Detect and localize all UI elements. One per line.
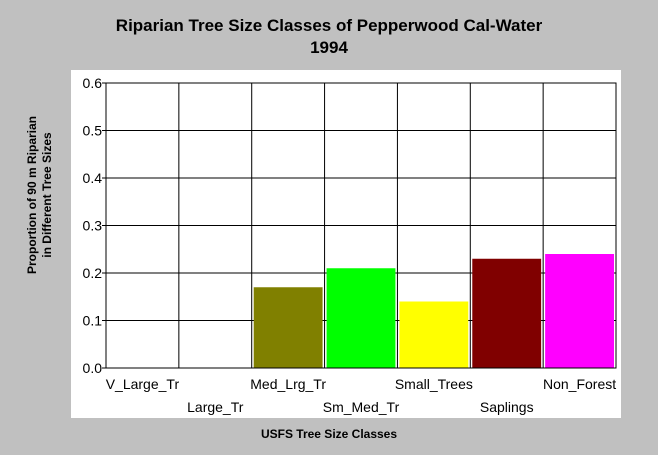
bar (545, 254, 614, 368)
x-tick-label: Large_Tr (187, 399, 244, 415)
y-tick-label: 0.4 (83, 170, 103, 186)
chart-title-line-1: Riparian Tree Size Classes of Pepperwood… (115, 16, 543, 35)
x-tick-label: Sm_Med_Tr (323, 399, 400, 415)
x-axis-label: USFS Tree Size Classes (260, 427, 398, 441)
y-axis-label: Proportion of 90 m Riparian in Different… (25, 116, 55, 274)
x-tick-label: Non_Forest (543, 376, 616, 392)
x-tick-label: Saplings (480, 399, 534, 415)
y-tick-label: 0.6 (83, 75, 103, 91)
plot-frame (105, 82, 617, 369)
y-axis-label-line-1: Proportion of 90 m Riparian (25, 115, 39, 275)
bar (253, 287, 323, 368)
y-tick-label: 0.2 (83, 265, 103, 281)
bar (472, 258, 542, 368)
y-tick-label: 0.3 (83, 218, 103, 234)
plot-panel: 0.0 0.1 0.2 0.3 0.4 0.5 0.6 V_Large_Tr Large_Tr M… (71, 70, 621, 418)
x-tick-label: V_Large_Tr (106, 376, 180, 392)
y-axis-label-line-2: in Different Tree Sizes (40, 132, 54, 258)
y-tick-label: 0.1 (83, 313, 103, 329)
y-tick-label: 0.0 (83, 360, 103, 376)
y-tick-label: 0.5 (83, 123, 103, 139)
bar-chart: 0.0 0.1 0.2 0.3 0.4 0.5 0.6 V_Large_Tr Large_Tr M… (83, 75, 617, 415)
bar (326, 268, 396, 368)
bar (399, 301, 469, 368)
x-tick-label: Small_Trees (395, 376, 473, 392)
x-tick-label: Med_Lrg_Tr (250, 376, 326, 392)
chart-title-line-2: 1994 (310, 38, 348, 57)
